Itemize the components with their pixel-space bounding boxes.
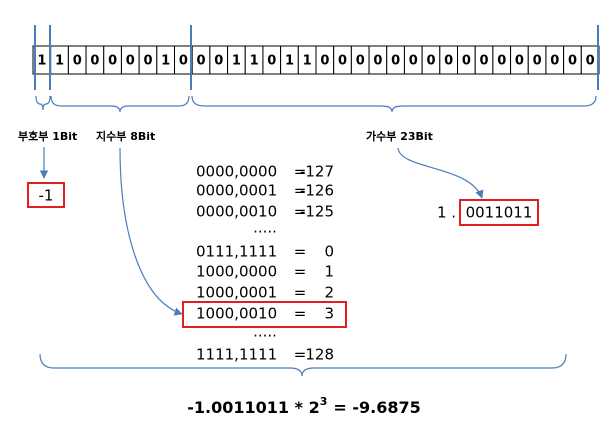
row-value: 3 — [324, 305, 334, 323]
mantissa-box — [459, 199, 539, 226]
formula-base: -1.0011011 * 2 — [187, 398, 319, 417]
row-value: -126 — [300, 182, 334, 200]
row-bits: 0000,0001 — [196, 182, 277, 200]
bit: 0 — [267, 54, 276, 69]
formula: -1.0011011 * 23 = -9.6875 — [187, 395, 420, 417]
bit: 0 — [108, 54, 117, 69]
row-bits: 0000,0000 — [196, 163, 277, 181]
bit: 0 — [533, 54, 542, 69]
row-sep: = — [294, 305, 307, 323]
arrows — [39, 147, 484, 316]
bit: 0 — [391, 54, 400, 69]
mantissa-value: 0011011 — [466, 204, 533, 222]
bit: 0 — [356, 54, 365, 69]
bit: 1 — [303, 54, 312, 69]
row-bits: 1000,0010 — [196, 305, 277, 323]
row-bits: 0111,1111 — [196, 243, 277, 261]
bit: 0 — [550, 54, 559, 69]
row-value: 128 — [305, 346, 334, 364]
row-value: 1 — [324, 263, 334, 281]
sign-box — [27, 182, 65, 208]
bit: 1 — [285, 54, 294, 69]
bit: 0 — [426, 54, 435, 69]
field-dividers — [34, 25, 599, 90]
bit: 0 — [497, 54, 506, 69]
bit: 0 — [444, 54, 453, 69]
bit: 0 — [126, 54, 135, 69]
bit: 0 — [462, 54, 471, 69]
braces — [35, 95, 597, 377]
formula-exponent: 3 — [320, 395, 328, 408]
row-value: 0 — [324, 243, 334, 261]
row-bits: 0000,0010 — [196, 203, 277, 221]
bit: 0 — [73, 54, 82, 69]
row-sep: = — [294, 263, 307, 281]
row-sep: = — [294, 284, 307, 302]
bit: 0 — [586, 54, 595, 69]
row-bits: 1000,0000 — [196, 263, 277, 281]
row-sep: = — [294, 243, 307, 261]
row-bits: 1111,1111 — [196, 346, 277, 364]
ellipsis: ..... — [253, 323, 277, 341]
bit: 1 — [37, 54, 46, 69]
sign-value: -1 — [39, 187, 54, 205]
row-sep: = — [294, 182, 307, 200]
bit: 1 — [55, 54, 64, 69]
ellipsis: ..... — [253, 219, 277, 237]
bit: 0 — [197, 54, 206, 69]
bit: 0 — [480, 54, 489, 69]
row-value: 2 — [324, 284, 334, 302]
bit: 0 — [90, 54, 99, 69]
formula-result: = -9.6875 — [333, 398, 420, 417]
row-value: -125 — [300, 203, 334, 221]
bit: 1 — [161, 54, 170, 69]
row-highlight — [182, 301, 347, 328]
bit: 0 — [338, 54, 347, 69]
bit: 0 — [214, 54, 223, 69]
sign-label: 부호부 1Bit — [18, 129, 77, 143]
bit: 1 — [232, 54, 241, 69]
row-bits: 1000,0001 — [196, 284, 277, 302]
row-sep: = — [294, 163, 307, 181]
row-value: -127 — [300, 163, 334, 181]
bit: 0 — [179, 54, 188, 69]
bit: 1 — [250, 54, 259, 69]
mantissa-label: 가수부 23Bit — [366, 129, 433, 143]
exponent-label: 지수부 8Bit — [96, 129, 155, 143]
bit: 0 — [568, 54, 577, 69]
row-sep: = — [294, 346, 307, 364]
bit: 0 — [373, 54, 382, 69]
bit: 0 — [515, 54, 524, 69]
row-sep: = — [294, 203, 307, 221]
bit: 0 — [143, 54, 152, 69]
bit: 0 — [320, 54, 329, 69]
bit: 0 — [409, 54, 418, 69]
mantissa-prefix: 1 . — [437, 204, 456, 222]
